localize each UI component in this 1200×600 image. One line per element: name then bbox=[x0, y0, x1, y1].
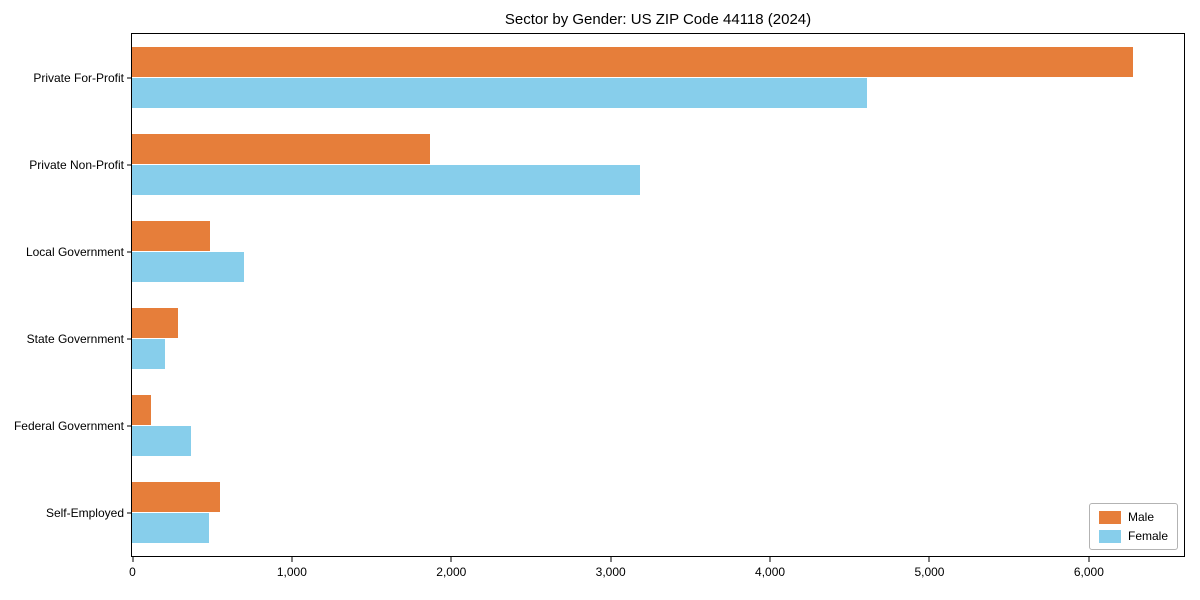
x-tick-label: 6,000 bbox=[1073, 565, 1104, 579]
x-tick-label: 5,000 bbox=[914, 565, 945, 579]
x-tick-label: 4,000 bbox=[755, 565, 786, 579]
legend-label-female: Female bbox=[1127, 529, 1168, 543]
plot-area: Male Female bbox=[131, 33, 1185, 557]
x-tick-label: 3,000 bbox=[595, 565, 626, 579]
bar-male-5 bbox=[132, 482, 220, 513]
chart-title: Sector by Gender: US ZIP Code 44118 (202… bbox=[504, 11, 812, 28]
bar-male-1 bbox=[132, 134, 431, 165]
legend-swatch-male bbox=[1098, 510, 1121, 524]
bar-male-3 bbox=[132, 308, 179, 339]
bar-female-5 bbox=[132, 512, 209, 543]
y-tick-mark bbox=[127, 512, 131, 514]
x-tick-mark bbox=[450, 557, 452, 562]
y-tick-mark bbox=[127, 251, 131, 253]
legend-entry-male: Male bbox=[1098, 510, 1168, 524]
x-tick-label: 0 bbox=[129, 565, 136, 579]
y-tick-label: Federal Government bbox=[13, 419, 124, 433]
x-tick-mark bbox=[769, 557, 771, 562]
y-tick-mark bbox=[127, 425, 131, 427]
y-tick-mark bbox=[127, 338, 131, 340]
bar-female-0 bbox=[132, 77, 867, 108]
legend-swatch-female bbox=[1098, 529, 1121, 543]
bar-female-4 bbox=[132, 425, 191, 456]
y-tick-mark bbox=[127, 77, 131, 79]
x-tick-label: 2,000 bbox=[436, 565, 467, 579]
y-tick-label: Private Non-Profit bbox=[29, 158, 124, 172]
bar-male-2 bbox=[132, 221, 211, 252]
bar-female-2 bbox=[132, 251, 244, 282]
x-tick-mark bbox=[1088, 557, 1090, 562]
bar-male-0 bbox=[132, 47, 1133, 78]
x-tick-mark bbox=[291, 557, 293, 562]
y-tick-label: Self-Employed bbox=[45, 506, 124, 520]
x-tick-mark bbox=[132, 557, 133, 562]
bar-male-4 bbox=[132, 395, 152, 426]
bar-female-3 bbox=[132, 338, 166, 369]
x-tick-label: 1,000 bbox=[276, 565, 307, 579]
x-tick-mark bbox=[928, 557, 930, 562]
y-tick-label: Local Government bbox=[25, 245, 124, 259]
legend: Male Female bbox=[1088, 503, 1178, 550]
legend-label-male: Male bbox=[1127, 510, 1154, 524]
bar-female-1 bbox=[132, 164, 641, 195]
x-tick-mark bbox=[610, 557, 612, 562]
y-tick-mark bbox=[127, 164, 131, 166]
y-tick-label: Private For-Profit bbox=[33, 71, 124, 85]
y-tick-label: State Government bbox=[26, 332, 124, 346]
legend-entry-female: Female bbox=[1098, 529, 1168, 543]
